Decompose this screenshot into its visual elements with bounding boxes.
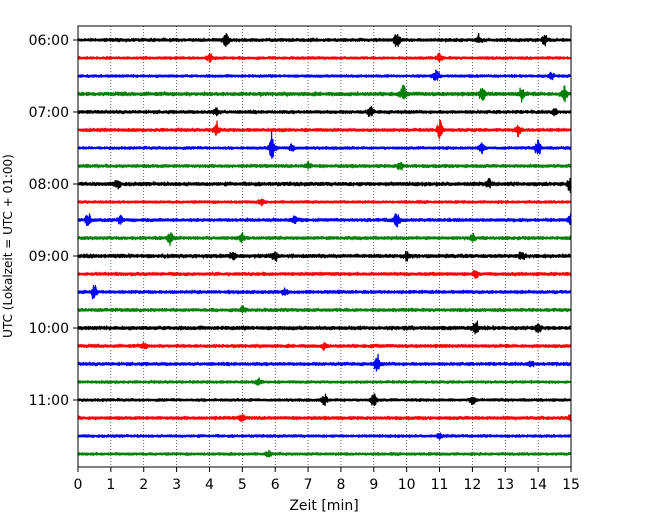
x-tick-label: 13 (496, 477, 514, 493)
seismic-traces (77, 32, 572, 458)
seismic-trace (77, 213, 572, 228)
seismic-trace (77, 414, 572, 422)
y-tick-label: 10:00 (29, 321, 69, 337)
x-tick-label: 7 (304, 477, 313, 493)
x-tick-label: 0 (74, 477, 83, 493)
seismic-trace (77, 105, 572, 118)
seismic-trace (77, 52, 572, 63)
x-tick-label: 2 (139, 477, 148, 493)
seismic-trace (77, 84, 572, 103)
x-tick-label: 6 (271, 477, 280, 493)
x-tick-label: 11 (431, 477, 449, 493)
x-tick-label: 15 (562, 477, 580, 493)
seismic-trace (77, 320, 572, 335)
x-tick-label: 14 (529, 477, 547, 493)
seismic-trace (77, 69, 572, 82)
seismic-trace (77, 341, 572, 351)
seismic-trace (77, 198, 572, 207)
x-tick-label: 12 (463, 477, 481, 493)
y-tick-label: 07:00 (29, 105, 69, 121)
seismic-trace (77, 269, 572, 279)
plot-frame (77, 25, 572, 468)
seismic-trace (77, 250, 572, 262)
x-tick-label: 10 (398, 477, 416, 493)
y-tick-label: 06:00 (29, 33, 69, 49)
seismic-trace (77, 232, 572, 247)
seismic-trace (77, 432, 572, 440)
y-tick-label: 11:00 (29, 393, 69, 409)
y-tick-label: 09:00 (29, 249, 69, 265)
seismic-trace (77, 284, 572, 300)
x-tick-label: 5 (238, 477, 247, 493)
seismic-trace (77, 377, 572, 386)
seismic-trace (77, 131, 572, 160)
x-axis-label: Zeit [min] (289, 498, 358, 514)
seismic-trace (77, 177, 572, 193)
y-axis-ticks: 06:00 07:00 08:00 09:00 10:00 11:00 (29, 33, 78, 409)
y-tick-label: 08:00 (29, 177, 69, 193)
x-tick-label: 9 (369, 477, 378, 493)
x-tick-label: 8 (336, 477, 345, 493)
y-axis-label: UTC (Lokalzeit = UTC + 01:00) (1, 154, 15, 338)
seismic-trace (77, 449, 572, 458)
seismic-trace (77, 32, 572, 48)
seismic-trace (77, 393, 572, 406)
seismic-trace (77, 305, 572, 314)
seismic-trace (77, 119, 572, 140)
x-axis-ticks: 0 1 2 3 4 5 6 7 8 9 10 11 12 13 14 15 (74, 467, 580, 493)
x-tick-label: 1 (106, 477, 115, 493)
seismic-trace (77, 160, 572, 171)
x-tick-label: 3 (172, 477, 181, 493)
seismic-trace (77, 353, 572, 372)
x-tick-label: 4 (205, 477, 214, 493)
